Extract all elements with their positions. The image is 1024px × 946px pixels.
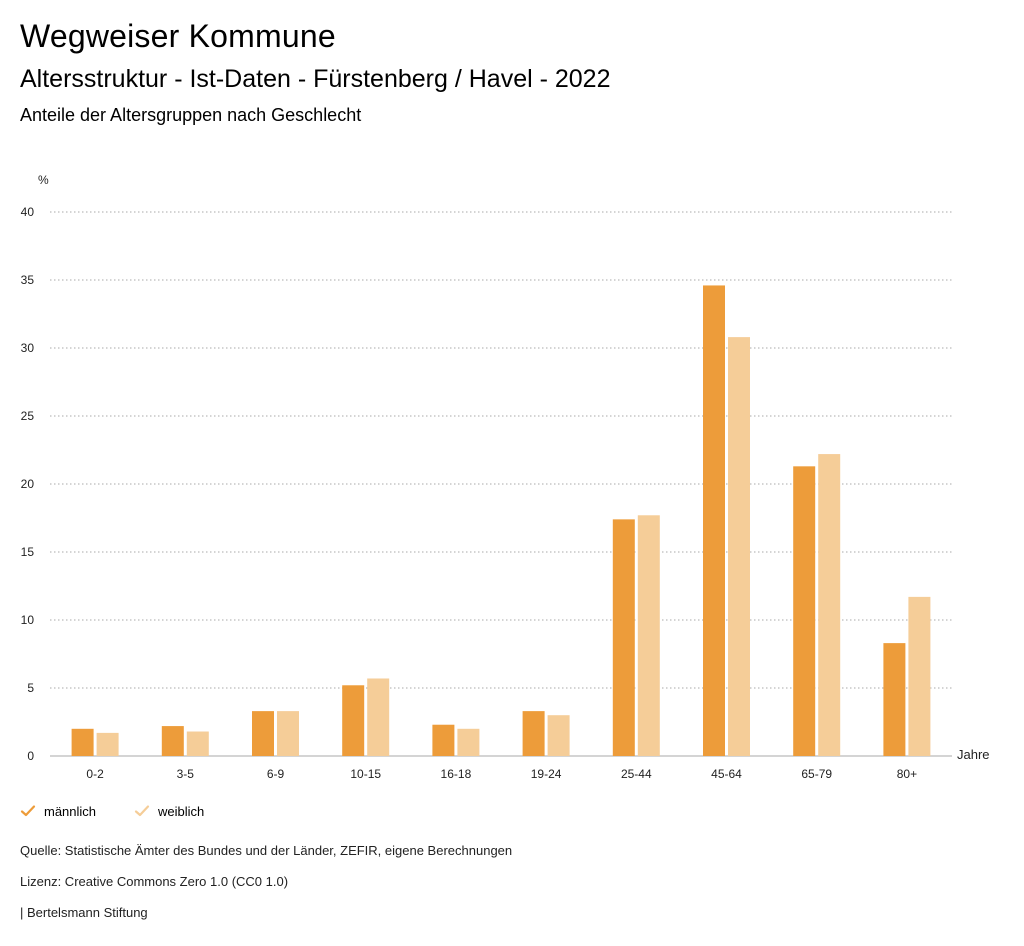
bars xyxy=(71,285,931,756)
legend-item-female[interactable]: weiblich xyxy=(134,803,204,819)
y-tick-label: 10 xyxy=(21,613,35,627)
x-axis-label: Jahre xyxy=(957,747,990,762)
x-tick-label: 65-79 xyxy=(801,767,832,781)
bar-female-6-9[interactable] xyxy=(277,711,299,756)
page-title: Wegweiser Kommune xyxy=(20,18,336,54)
bar-female-65-79[interactable] xyxy=(818,454,841,756)
bar-female-16-18[interactable] xyxy=(457,728,480,756)
y-tick-label: 35 xyxy=(21,273,35,287)
y-tick-label: 30 xyxy=(21,341,35,355)
chart-subtitle: Altersstruktur - Ist-Daten - Fürstenberg… xyxy=(20,65,611,93)
grid-lines xyxy=(50,211,952,757)
bar-male-80+[interactable] xyxy=(883,643,906,756)
x-tick-label: 3-5 xyxy=(177,767,195,781)
x-tick-label: 19-24 xyxy=(531,767,562,781)
check-icon-male xyxy=(20,805,36,817)
bar-female-45-64[interactable] xyxy=(728,337,750,756)
x-tick-label: 80+ xyxy=(897,767,917,781)
bar-female-0-2[interactable] xyxy=(96,732,119,756)
x-tick-label: 0-2 xyxy=(86,767,104,781)
y-axis-label: % xyxy=(38,173,49,187)
y-tick-label: 20 xyxy=(21,477,35,491)
publisher-note: | Bertelsmann Stiftung xyxy=(20,905,148,920)
check-icon-female xyxy=(134,805,150,817)
legend-label-male: männlich xyxy=(44,803,97,819)
bar-male-25-44[interactable] xyxy=(612,519,635,756)
bar-male-6-9[interactable] xyxy=(252,711,274,756)
legend: männlich weiblich xyxy=(20,803,242,819)
license-note: Lizenz: Creative Commons Zero 1.0 (CC0 1… xyxy=(20,874,289,889)
source-note: Quelle: Statistische Ämter des Bundes un… xyxy=(20,843,513,858)
legend-item-male[interactable]: männlich xyxy=(20,803,96,819)
y-tick-label: 15 xyxy=(21,545,35,559)
y-tick-label: 5 xyxy=(27,681,34,695)
x-tick-label: 6-9 xyxy=(267,767,285,781)
y-tick-label: 0 xyxy=(27,749,34,763)
bar-male-16-18[interactable] xyxy=(432,724,455,756)
bar-male-65-79[interactable] xyxy=(793,466,816,756)
bar-female-80+[interactable] xyxy=(908,596,931,756)
x-tick-label: 45-64 xyxy=(711,767,742,781)
bar-male-0-2[interactable] xyxy=(71,728,94,756)
bar-male-45-64[interactable] xyxy=(703,285,725,756)
x-tick-label: 25-44 xyxy=(621,767,652,781)
y-tick-label: 40 xyxy=(21,205,35,219)
y-axis-ticks: 0 5 10 15 20 25 30 35 40 xyxy=(21,205,35,763)
bar-female-25-44[interactable] xyxy=(637,515,660,756)
x-tick-label: 10-15 xyxy=(350,767,381,781)
x-axis-ticks: 0-2 3-5 6-9 10-15 16-18 19-24 25-44 45-64 65-79 8… xyxy=(86,767,917,781)
y-tick-label: 25 xyxy=(21,409,35,423)
bar-female-19-24[interactable] xyxy=(547,715,570,756)
bar-female-10-15[interactable] xyxy=(367,678,390,756)
chart-description: Anteile der Altersgruppen nach Geschlech… xyxy=(20,105,362,125)
x-tick-label: 16-18 xyxy=(441,767,472,781)
bar-male-3-5[interactable] xyxy=(161,726,184,756)
legend-label-female: weiblich xyxy=(158,803,205,819)
bar-chart: 0 5 10 15 20 25 30 35 40 0-2 3-5 6-9 10-15 16-18 19-2… xyxy=(21,173,990,781)
bar-male-10-15[interactable] xyxy=(342,685,365,756)
bar-female-3-5[interactable] xyxy=(186,731,209,756)
bar-male-19-24[interactable] xyxy=(522,711,545,756)
